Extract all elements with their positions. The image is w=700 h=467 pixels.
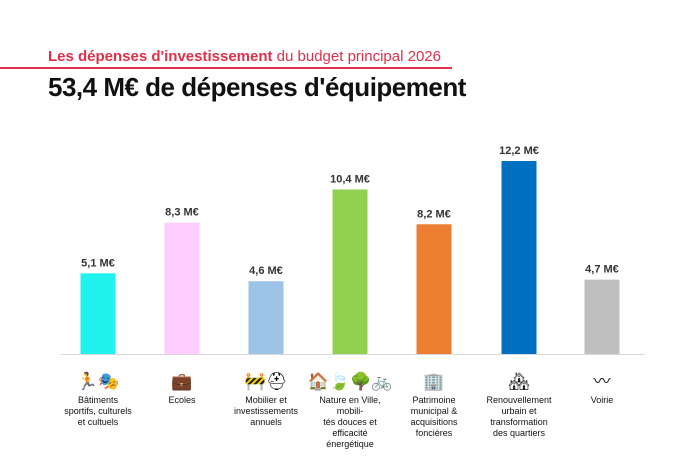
category-label: Patrimoine municipal & acquisitions foncièr… bbox=[389, 395, 479, 439]
cone-helmet-icon: 🚧⛑ bbox=[244, 372, 288, 391]
house-leaf-tree-bike-icon: 🏠🍃🌳🚲 bbox=[307, 372, 393, 391]
category-label-line: annuels bbox=[250, 417, 282, 427]
category-label: Bâtiments sportifs, culturels et cultuels bbox=[53, 395, 143, 428]
red-divider bbox=[0, 67, 452, 69]
category-label-line: Ecoles bbox=[168, 395, 196, 405]
category-label: Voirie bbox=[557, 395, 647, 406]
category-label-line: urbain et bbox=[501, 406, 537, 416]
sports-culture-icon: 🏃🎭 bbox=[76, 372, 120, 391]
category-label-line: Voirie bbox=[590, 395, 614, 405]
data-label: 8,2 M€ bbox=[417, 208, 451, 220]
bar bbox=[164, 222, 200, 354]
road-icon: 〰 bbox=[593, 372, 611, 391]
category-label-line: Patrimoine bbox=[412, 395, 456, 405]
category-label-line: foncières bbox=[415, 428, 453, 438]
category-label-line: municipal & bbox=[410, 406, 458, 416]
bar bbox=[416, 224, 452, 354]
category-label: Renouvellement urbain et transformation des… bbox=[474, 395, 564, 439]
category-label-line: Bâtiments bbox=[77, 395, 119, 405]
category-label-line: des quartiers bbox=[492, 428, 546, 438]
page-title: 53,4 M€ de dépenses d'équipement bbox=[48, 72, 466, 102]
subtitle-bold: Les dépenses d'investissement bbox=[48, 48, 273, 65]
category-label-line: énergétique bbox=[326, 439, 374, 449]
bar bbox=[80, 273, 116, 354]
bar bbox=[584, 279, 620, 354]
category-label-line: transformation bbox=[490, 417, 548, 427]
data-label: 8,3 M€ bbox=[165, 207, 199, 219]
category-label-line: acquisitions bbox=[410, 417, 458, 427]
bar bbox=[332, 189, 368, 354]
subtitle-rest: du budget principal 2026 bbox=[272, 48, 441, 65]
category-label-line: Nature en Ville, mobili- bbox=[319, 395, 381, 416]
bar bbox=[501, 161, 537, 354]
data-label: 4,7 M€ bbox=[585, 264, 619, 276]
city-buildings-icon: 🏘 bbox=[508, 372, 530, 391]
category-label: Nature en Ville, mobili-tés douces et ef… bbox=[305, 395, 395, 450]
data-label: 12,2 M€ bbox=[499, 145, 539, 157]
category-label: Ecoles bbox=[137, 395, 227, 406]
category-label-line: Mobilier et bbox=[245, 395, 287, 405]
briefcase-icon: 💼 bbox=[171, 372, 193, 391]
building-icon: 🏢 bbox=[423, 372, 445, 391]
data-label: 10,4 M€ bbox=[330, 173, 370, 185]
subtitle: Les dépenses d'investissement du budget … bbox=[48, 48, 441, 65]
category-label-line: Renouvellement bbox=[486, 395, 552, 405]
data-label: 4,6 M€ bbox=[249, 265, 283, 277]
category-label-line: et cultuels bbox=[77, 417, 119, 427]
category-label-line: tés douces et efficacité bbox=[323, 417, 377, 438]
bar bbox=[248, 281, 284, 354]
category-label-line: sportifs, culturels bbox=[64, 406, 132, 416]
category-label: Mobilier et investissements annuels bbox=[221, 395, 311, 428]
category-label-line: investissements bbox=[233, 406, 299, 416]
data-label: 5,1 M€ bbox=[81, 257, 115, 269]
